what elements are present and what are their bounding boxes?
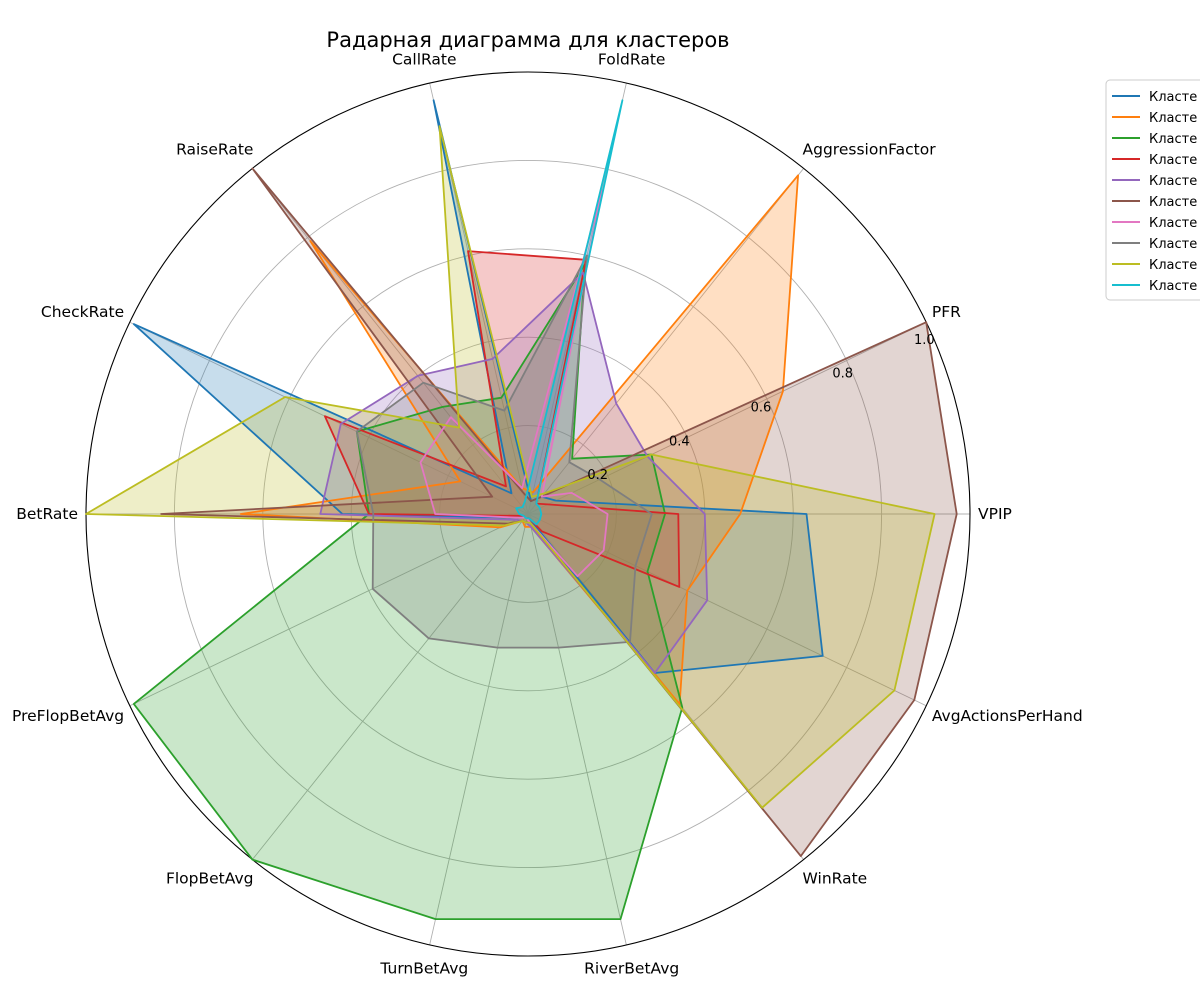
grid-spoke <box>527 168 804 515</box>
chart-title: Радарная диаграмма для кластеров <box>326 28 729 52</box>
axis-label: PFR <box>932 303 961 321</box>
grid-spoke <box>527 513 627 946</box>
series-area <box>133 264 683 920</box>
axis-label: RiverBetAvg <box>584 959 679 977</box>
legend-entry: Класте <box>1149 153 1197 168</box>
legend-entry: Класте <box>1149 258 1197 273</box>
legend-entry: Класте <box>1149 195 1197 210</box>
series-area <box>420 190 608 577</box>
radial-tick-label: 0.8 <box>832 367 853 382</box>
axis-label: CallRate <box>392 51 456 69</box>
radial-tick-label: 0.2 <box>587 468 608 483</box>
series-area <box>86 126 935 808</box>
axis-label: WinRate <box>803 869 868 887</box>
legend-entry: Класте <box>1149 90 1197 105</box>
legend-entry: Класте <box>1149 237 1197 252</box>
grid-spoke <box>252 168 529 515</box>
axis-label: FlopBetAvg <box>166 869 254 887</box>
grid-spoke <box>129 513 529 707</box>
grid-spoke <box>527 513 927 707</box>
axis-label: AggressionFactor <box>803 141 937 159</box>
axis-label: BetRate <box>16 505 78 523</box>
axis-label: CheckRate <box>41 303 124 321</box>
axis-label: VPIP <box>978 505 1012 523</box>
series-area <box>133 100 823 674</box>
legend-entry: Класте <box>1149 216 1197 231</box>
series-line <box>515 99 624 526</box>
series-area <box>320 272 708 673</box>
axis-label: RaiseRate <box>176 141 253 159</box>
axis-label: FoldRate <box>598 51 666 69</box>
radial-tick-labels: 0.2 0.4 0.6 0.8 1.0 <box>587 333 934 483</box>
legend-entry: Класте <box>1149 132 1197 147</box>
series-line <box>419 189 609 578</box>
grid-spoke <box>252 513 529 860</box>
radial-tick-label: 0.6 <box>751 401 772 416</box>
series-area <box>324 251 680 587</box>
legend: Класте Класте Класте Класте Класте Класте Клас… <box>1105 79 1200 301</box>
legend-box <box>1105 79 1200 301</box>
radial-tick-label: 0.4 <box>669 434 690 449</box>
grid-spoke <box>429 513 529 946</box>
legend-entry: Класте <box>1149 111 1197 126</box>
series-line <box>355 254 653 649</box>
radial-tick-label: 1.0 <box>914 333 935 348</box>
radar-series <box>85 99 958 920</box>
legend-entry: Класте <box>1149 279 1197 294</box>
axis-label: PreFlopBetAvg <box>12 707 124 725</box>
series-area <box>240 175 799 705</box>
axis-label: TurnBetAvg <box>379 959 468 977</box>
legend-entry: Класте <box>1149 174 1197 189</box>
series-area <box>161 168 957 857</box>
axis-labels: VPIP PFR AggressionFactor FoldRate CallRate R… <box>12 51 1083 978</box>
grid-spoke <box>527 321 927 515</box>
axis-label: AvgActionsPerHand <box>932 707 1083 725</box>
series-line <box>85 125 936 809</box>
